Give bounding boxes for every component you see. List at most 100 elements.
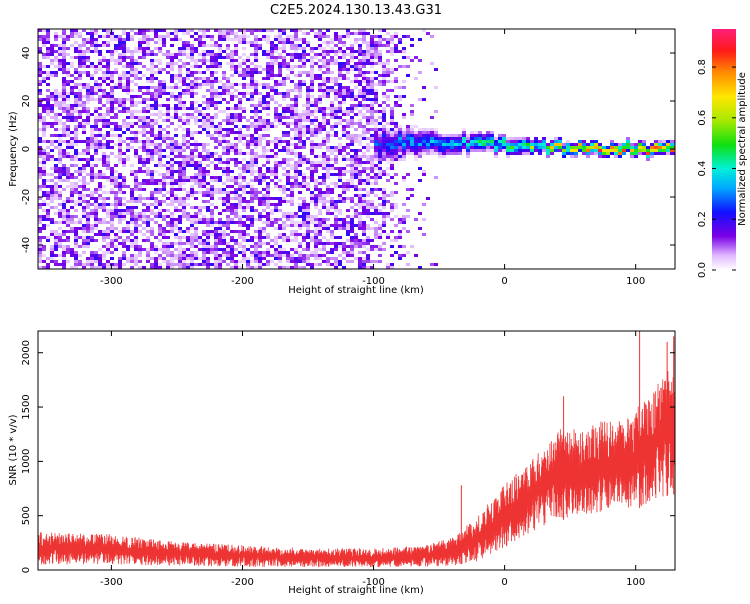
spectrogram-cell — [370, 170, 374, 173]
spectrogram-cell — [150, 98, 154, 101]
spectrogram-cell — [170, 203, 174, 206]
spectrogram-cell — [230, 122, 234, 125]
spectrogram-cell — [334, 95, 338, 98]
spectrogram-cell — [150, 68, 154, 71]
spectrogram-cell — [74, 164, 78, 167]
spectrogram-cell — [170, 161, 174, 164]
spectrogram-cell — [274, 227, 278, 230]
spectrogram-cell — [398, 218, 402, 221]
spectrogram-cell — [150, 266, 154, 269]
spectrogram-cell — [606, 149, 610, 152]
spectrogram-cell — [342, 182, 346, 185]
spectrogram-cell — [274, 137, 278, 140]
spectrogram-cell — [250, 173, 254, 176]
spectrogram-cell — [414, 254, 418, 257]
spectrogram-cell — [158, 80, 162, 83]
spectrogram-cell — [446, 143, 450, 146]
spectrogram-cell — [194, 245, 198, 248]
spectrogram-cell — [182, 32, 186, 35]
spectrogram-cell — [318, 44, 322, 47]
spectrogram-cell — [42, 71, 46, 74]
spectrogram-cell — [350, 56, 354, 59]
spectrogram-cell — [146, 38, 150, 41]
spectrogram-cell — [302, 134, 306, 137]
spectrogram-cell — [170, 143, 174, 146]
spectrogram-cell — [262, 257, 266, 260]
spectrogram-cell — [294, 95, 298, 98]
spectrogram-cell — [278, 248, 282, 251]
spectrogram-cell — [322, 176, 326, 179]
spectrogram-cell — [270, 59, 274, 62]
spectrogram-cell — [446, 149, 450, 152]
spectrogram-cell — [222, 200, 226, 203]
spectrogram-cell — [494, 143, 498, 146]
spectrogram-cell — [210, 122, 214, 125]
spectrogram-cell — [74, 245, 78, 248]
spectrogram-cell — [258, 128, 262, 131]
spectrogram-cell — [286, 149, 290, 152]
spectrogram-cell — [154, 92, 158, 95]
spectrogram-cell — [182, 149, 186, 152]
spectrogram-cell — [134, 257, 138, 260]
spectrogram-cell — [278, 137, 282, 140]
spectrogram-cell — [166, 176, 170, 179]
spectrogram-cell — [114, 62, 118, 65]
spectrogram-cell — [174, 263, 178, 266]
spectrogram-cell — [198, 242, 202, 245]
spectrogram-cell — [106, 83, 110, 86]
spectrogram-cell — [170, 38, 174, 41]
spectrogram-cell — [74, 119, 78, 122]
spectrogram-cell — [342, 44, 346, 47]
spectrogram-cell — [390, 209, 394, 212]
spectrogram-cell — [262, 242, 266, 245]
spectrogram-cell — [162, 236, 166, 239]
spectrogram-cell — [106, 146, 110, 149]
spectrogram-cell — [286, 92, 290, 95]
spectrogram-cell — [214, 65, 218, 68]
spectrogram-cell — [662, 140, 666, 143]
spectrogram-cell — [590, 146, 594, 149]
spectrogram-cell — [118, 242, 122, 245]
spectrogram-cell — [362, 212, 366, 215]
spectrogram-cell — [190, 113, 194, 116]
spectrogram-cell — [90, 92, 94, 95]
spectrogram-cell — [58, 161, 62, 164]
spectrogram-cell — [122, 32, 126, 35]
spectrogram-cell — [174, 104, 178, 107]
spectrogram-cell — [350, 149, 354, 152]
spectrogram-cell — [246, 74, 250, 77]
spectrogram-cell — [274, 257, 278, 260]
spectrogram-cell — [338, 65, 342, 68]
spectrogram-cell — [242, 74, 246, 77]
spectrogram-cell — [238, 245, 242, 248]
spectrogram-cell — [342, 221, 346, 224]
spectrogram-cell — [322, 173, 326, 176]
spectrogram-cell — [402, 131, 406, 134]
spectrogram-cell — [150, 38, 154, 41]
spectrogram-cell — [238, 176, 242, 179]
spectrogram-cell — [366, 62, 370, 65]
spectrogram-cell — [158, 86, 162, 89]
spectrogram-cell — [74, 242, 78, 245]
spectrogram-cell — [102, 236, 106, 239]
spectrogram-cell — [358, 257, 362, 260]
spectrogram-cell — [310, 128, 314, 131]
spectrogram-cell — [222, 128, 226, 131]
spectrogram-cell — [154, 113, 158, 116]
spectrogram-cell — [222, 149, 226, 152]
spectrogram-cell — [282, 59, 286, 62]
spectrogram-cell — [482, 140, 486, 143]
spectrogram-cell — [382, 248, 386, 251]
spectrogram-cell — [178, 74, 182, 77]
spectrogram-cell — [422, 86, 426, 89]
spectrogram-cell — [190, 134, 194, 137]
spectrogram-cell — [130, 191, 134, 194]
spectrogram-cell — [158, 212, 162, 215]
spectrogram-cell — [58, 197, 62, 200]
spectrogram-cell — [330, 251, 334, 254]
spectrogram-cell — [198, 131, 202, 134]
spectrogram-cell — [86, 260, 90, 263]
spectrogram-cell — [334, 182, 338, 185]
spectrogram-cell — [186, 179, 190, 182]
spectrogram-cell — [82, 83, 86, 86]
